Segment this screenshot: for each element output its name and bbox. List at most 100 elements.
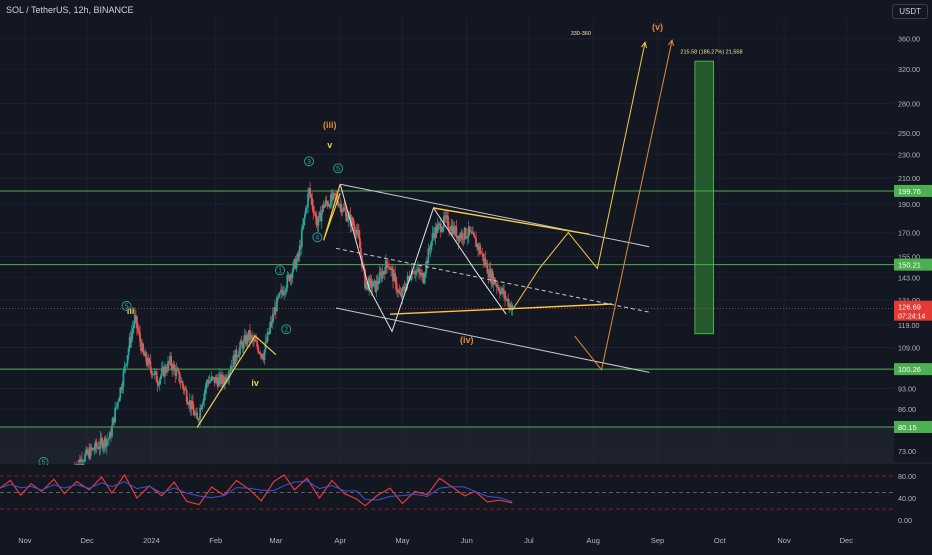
candle-body [402, 286, 405, 288]
time-tick-label: Dec [840, 536, 854, 545]
currency-badge[interactable]: USDT [892, 4, 928, 19]
candle-body [140, 341, 142, 352]
candle-body [178, 371, 181, 382]
candle-body [423, 278, 426, 283]
circled-wave-marker [333, 163, 344, 174]
candle-body [452, 225, 455, 235]
candle-body [431, 233, 434, 242]
candle-body [346, 219, 349, 222]
candle-body [210, 376, 213, 381]
level-price-tag [894, 420, 932, 433]
candle-body [500, 290, 502, 295]
candle-body [165, 366, 167, 371]
candle-body [482, 253, 485, 262]
candle-body [136, 316, 138, 328]
candle-body [441, 227, 444, 231]
candle-body [453, 225, 456, 234]
candle-body [207, 380, 210, 384]
candle-body [347, 214, 350, 220]
candle-body [392, 269, 394, 282]
candle-body [97, 446, 100, 449]
candle-body [278, 293, 280, 298]
wave-v-wedge [323, 184, 341, 241]
circled-wave-marker [121, 301, 132, 311]
candle-body [194, 413, 196, 416]
candle-body [353, 226, 356, 232]
price-tick-label: 170.00 [898, 229, 920, 238]
candle-body [371, 286, 374, 289]
candle-body [474, 236, 476, 239]
candle-body [502, 288, 504, 295]
candle-body [285, 287, 288, 292]
candle-body [224, 376, 226, 385]
candle-body [381, 271, 384, 279]
candle-body [195, 412, 197, 414]
candle-body [139, 332, 141, 342]
candle-body [188, 400, 191, 406]
candle-body [472, 232, 474, 234]
candle-body [400, 294, 403, 297]
candle-body [176, 369, 179, 371]
candle-body [445, 215, 447, 219]
candle-body [504, 291, 506, 299]
candle-body [477, 244, 480, 250]
candle-body [424, 272, 427, 279]
candle-body [354, 231, 357, 235]
candle-body [141, 343, 143, 352]
candle-body [487, 273, 490, 278]
candle-body [142, 343, 145, 353]
candle-body [412, 273, 415, 274]
candle-body [293, 258, 296, 263]
candle-body [126, 355, 129, 364]
candle-body [242, 339, 245, 350]
candle-body [459, 235, 462, 239]
candle-body [385, 260, 388, 265]
candle-body [376, 280, 379, 285]
time-tick-label: Jun [461, 536, 473, 545]
candle-body [328, 205, 331, 208]
candle-body [289, 275, 292, 281]
candle-body [302, 218, 305, 226]
candle-body [112, 417, 114, 425]
current-price-label: 126.69 [898, 303, 921, 312]
candle-body [230, 366, 233, 371]
target-box [694, 60, 715, 335]
candle-body [240, 341, 243, 344]
candle-body [330, 194, 333, 201]
candle-body [102, 445, 105, 449]
candle-body [426, 261, 429, 264]
candle-body [162, 366, 165, 377]
candle-body [315, 214, 318, 225]
candle-body [286, 275, 289, 288]
candle-body [442, 216, 445, 228]
candle-body [326, 202, 329, 206]
rsi-tick-label: 80.00 [898, 472, 916, 481]
candle-body [154, 371, 157, 373]
candle-body [183, 389, 186, 391]
candle-body [212, 377, 215, 378]
candle-body [281, 289, 283, 293]
candle-body [507, 298, 510, 307]
price-tick-label: 320.00 [898, 65, 920, 74]
candle-body [454, 226, 457, 234]
candle-body [380, 272, 383, 279]
candle-body [322, 205, 325, 208]
candle-body [234, 349, 237, 365]
candle-body [260, 354, 263, 355]
candle-body [327, 205, 330, 206]
candle-body [270, 321, 273, 324]
candle-body [231, 366, 234, 368]
candle-body [489, 269, 492, 282]
candle-body [479, 245, 482, 254]
candle-body [259, 352, 262, 355]
candle-body [296, 253, 299, 260]
candle-body [129, 337, 132, 343]
candle-body [475, 238, 477, 248]
candle-body [257, 346, 260, 353]
candle-body [321, 205, 324, 213]
candle-body [460, 232, 463, 239]
candle-body [148, 358, 151, 362]
candle-body [416, 270, 418, 272]
price-axis-background [894, 0, 932, 550]
